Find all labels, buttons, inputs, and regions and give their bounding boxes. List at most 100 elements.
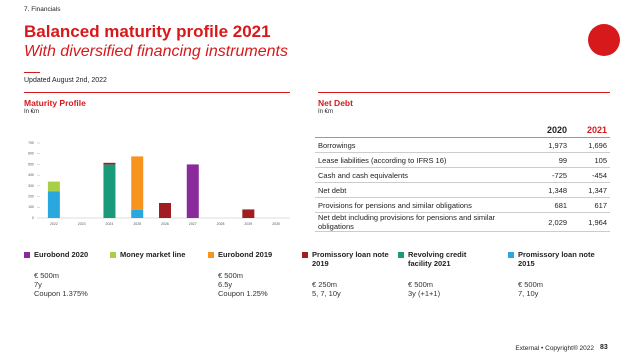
table-row: Provisions for pensions and similar obli… <box>315 197 610 213</box>
chart-subtitle: In €m <box>24 109 40 115</box>
slide-subtitle: With diversified financing instruments <box>24 43 288 60</box>
y-tick-label: 400 <box>28 173 34 177</box>
legend-swatch <box>24 252 30 258</box>
section: 7. Financials <box>24 6 61 13</box>
table-row: Lease liabilities (according to IFRS 16)… <box>315 152 610 168</box>
cell: -454 <box>570 167 610 183</box>
legend-swatch <box>398 252 404 258</box>
cell: 1,348 <box>530 182 571 198</box>
legend-label: Eurobond 2019 <box>218 250 273 259</box>
detail: 7, 10y <box>518 289 539 298</box>
legend-swatch <box>208 252 214 258</box>
detail: 5, 7, 10y <box>312 289 341 298</box>
x-tick-label: 2024 <box>106 222 114 226</box>
legend-swatch <box>302 252 308 258</box>
footer: External • Copyright® 2022 <box>515 345 594 352</box>
page-number: 83 <box>600 344 608 351</box>
y-tick-label: 200 <box>28 194 34 198</box>
legend-label: Promissory loan note 2019 <box>312 250 389 268</box>
legend-item: Eurobond 2020 € 500m 7y Coupon 1.375% <box>24 250 116 298</box>
bar <box>242 209 255 218</box>
table-row: Borrowings 1,973 1,696 <box>315 137 610 153</box>
legend-details: € 500m 3y (+1+1) <box>408 280 490 298</box>
detail: 7y <box>34 280 42 289</box>
cell <box>315 123 531 138</box>
x-tick-label: 2030 <box>272 222 280 226</box>
detail: € 500m <box>408 280 434 289</box>
legend-item: Eurobond 2019 € 500m 6.5y Coupon 1.25% <box>208 250 300 298</box>
x-tick-label: 2022 <box>50 222 58 226</box>
bar <box>103 164 116 218</box>
net-debt-table: 2020 2021 Borrowings 1,973 1,696 Lease liabil… <box>315 123 610 232</box>
chart-title: Maturity Profile <box>24 98 86 108</box>
detail: € 500m <box>518 280 544 289</box>
legend-swatch <box>110 252 116 258</box>
y-tick-label: 700 <box>28 141 34 145</box>
legend-swatch <box>508 252 514 258</box>
table-subtitle: In €m <box>318 109 334 115</box>
y-tick-label: 300 <box>28 184 34 188</box>
legend-item: Revolving credit facility 2021 € 500m 3y (… <box>398 250 490 298</box>
detail: Coupon 1.375% <box>34 289 88 298</box>
detail: 3y (+1+1) <box>408 289 441 298</box>
bar <box>47 191 60 218</box>
table-row: Net debt including provisions for pensio… <box>315 212 610 232</box>
header-row: 2020 2021 <box>315 123 610 138</box>
bar <box>103 162 116 165</box>
legend-label: Promissory loan note 2015 <box>518 250 595 268</box>
cell: 105 <box>570 152 610 168</box>
legend-label: Eurobond 2020 <box>34 250 89 259</box>
x-tick-label: 2028 <box>217 222 225 226</box>
legend-details: € 500m 6.5y Coupon 1.25% <box>218 271 300 298</box>
cell: 1,347 <box>570 182 610 198</box>
table-row: Net debt 1,348 1,347 <box>315 182 610 198</box>
x-tick-label: 2023 <box>78 222 86 226</box>
cell: Provisions for pensions and similar obli… <box>315 197 531 213</box>
legend-item: Promissory loan note 2015 € 500m 7, 10y <box>508 250 600 298</box>
cell: 1,964 <box>570 212 610 232</box>
y-tick-label: 600 <box>28 152 34 156</box>
cell: 617 <box>570 197 610 213</box>
legend-item: Promissory loan note 2019 € 250m 5, 7, 10y <box>302 250 394 298</box>
y-tick-label: 0 <box>32 216 34 220</box>
legend-details: € 500m 7y Coupon 1.375% <box>34 271 116 298</box>
cell: 681 <box>530 197 571 213</box>
logo <box>588 24 620 56</box>
x-tick-label: 2027 <box>189 222 197 226</box>
cell: Cash and cash equivalents <box>315 167 531 183</box>
legend-details: € 250m 5, 7, 10y <box>312 280 394 298</box>
legend-item: Money market line <box>110 250 202 259</box>
detail: € 250m <box>312 280 338 289</box>
x-tick-label: 2026 <box>161 222 169 226</box>
cell: 1,973 <box>530 137 571 153</box>
slide-title: Balanced maturity profile 2021 <box>24 22 271 41</box>
cell: Net debt <box>315 182 531 198</box>
column-header: 2021 <box>570 123 610 138</box>
updated: Updated August 2nd, 2022 <box>24 77 107 84</box>
y-tick-label: 100 <box>28 205 34 209</box>
cell: Borrowings <box>315 137 531 153</box>
cell: Lease liabilities (according to IFRS 16) <box>315 152 531 168</box>
y-tick-label: 500 <box>28 162 34 166</box>
legend-details: € 500m 7, 10y <box>518 280 600 298</box>
accent-rule <box>24 72 40 73</box>
x-tick-label: 2029 <box>244 222 252 226</box>
rule <box>24 92 290 93</box>
rule <box>318 92 610 93</box>
cell: Net debt including provisions for pensio… <box>315 212 531 232</box>
legend-label: Money market line <box>120 250 186 259</box>
bar <box>131 156 144 210</box>
bar <box>131 209 144 218</box>
cell: -725 <box>530 167 571 183</box>
detail: 6.5y <box>218 280 233 289</box>
column-header: 2020 <box>530 123 571 138</box>
bar <box>159 203 171 218</box>
chart: 0 100 200 300 400 500 600 700 2022 2023 2024 2025 20… <box>28 141 290 226</box>
cell: 99 <box>530 152 571 168</box>
detail: € 500m <box>218 271 244 280</box>
table-row: Cash and cash equivalents -725 -454 <box>315 167 610 183</box>
cell: 1,696 <box>570 137 610 153</box>
detail: Coupon 1.25% <box>218 289 268 298</box>
x-tick-label: 2025 <box>133 222 141 226</box>
